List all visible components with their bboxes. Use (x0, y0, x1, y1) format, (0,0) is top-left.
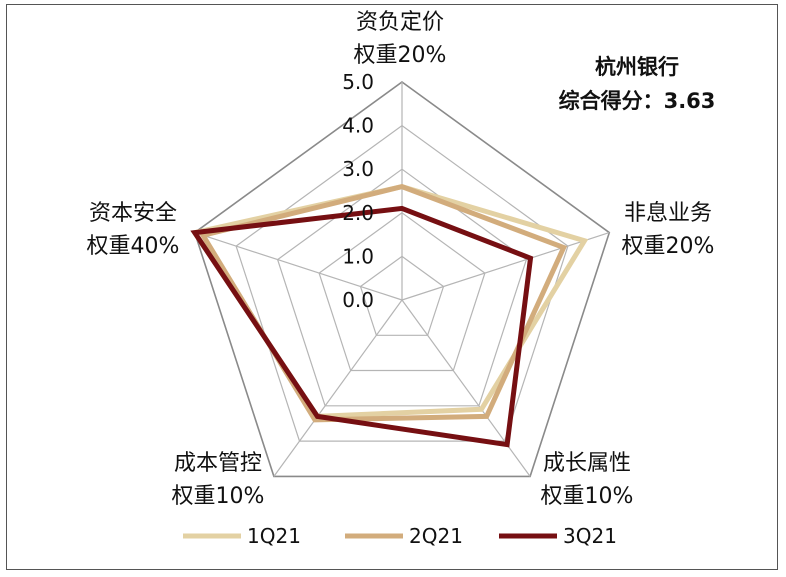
grid-spoke-3 (401, 299, 531, 477)
score-annotation: 杭州银行 综合得分：3.63 (559, 55, 716, 113)
series-3Q21 (190, 205, 534, 448)
tick-label: 0.0 (342, 288, 374, 312)
grid-spoke-4 (273, 299, 403, 477)
legend-label-2Q21: 2Q21 (409, 524, 463, 548)
axis-label-name: 非息业务 (624, 201, 712, 226)
axis-label-weight: 权重10% (172, 484, 265, 509)
tick-label: 3.0 (342, 157, 374, 181)
axis-label-weight: 权重20% (354, 43, 447, 68)
tick-label: 4.0 (342, 114, 374, 138)
axis-labels: 资负定价权重20%非息业务权重20%成长属性权重10%成本管控权重10%资本安全… (87, 10, 715, 509)
grid-spoke-5 (194, 232, 403, 301)
axis-label-weight: 权重40% (87, 234, 180, 259)
chart-frame (6, 4, 778, 570)
tick-labels: 0.0 1.0 2.0 3.0 4.0 5.0 (342, 70, 374, 312)
axis-label-name: 资本安全 (89, 201, 177, 226)
score-value: 综合得分：3.63 (559, 89, 716, 113)
tick-label: 2.0 (342, 201, 374, 225)
score-title: 杭州银行 (595, 55, 679, 79)
axis-label-weight: 权重20% (622, 234, 715, 259)
axis-label-name: 成长属性 (543, 451, 631, 476)
grid-spoke-2 (401, 232, 610, 301)
legend: 1Q21 2Q21 3Q21 (183, 524, 617, 548)
axis-label-name: 资负定价 (356, 10, 444, 35)
grid-ring-5 (193, 81, 611, 478)
grid-ring-2 (318, 212, 486, 372)
tick-label: 1.0 (342, 244, 374, 268)
series-2Q21 (199, 183, 568, 423)
axis-label-name: 成本管控 (174, 451, 262, 476)
series-1Q21 (190, 184, 589, 419)
series-layer (190, 183, 589, 448)
grid-ring-1 (359, 255, 445, 336)
axis-label-weight: 权重10% (541, 484, 634, 509)
legend-label-1Q21: 1Q21 (247, 524, 301, 548)
grid-ring-3 (276, 168, 528, 407)
tick-label: 5.0 (342, 70, 374, 94)
legend-label-3Q21: 3Q21 (563, 524, 617, 548)
